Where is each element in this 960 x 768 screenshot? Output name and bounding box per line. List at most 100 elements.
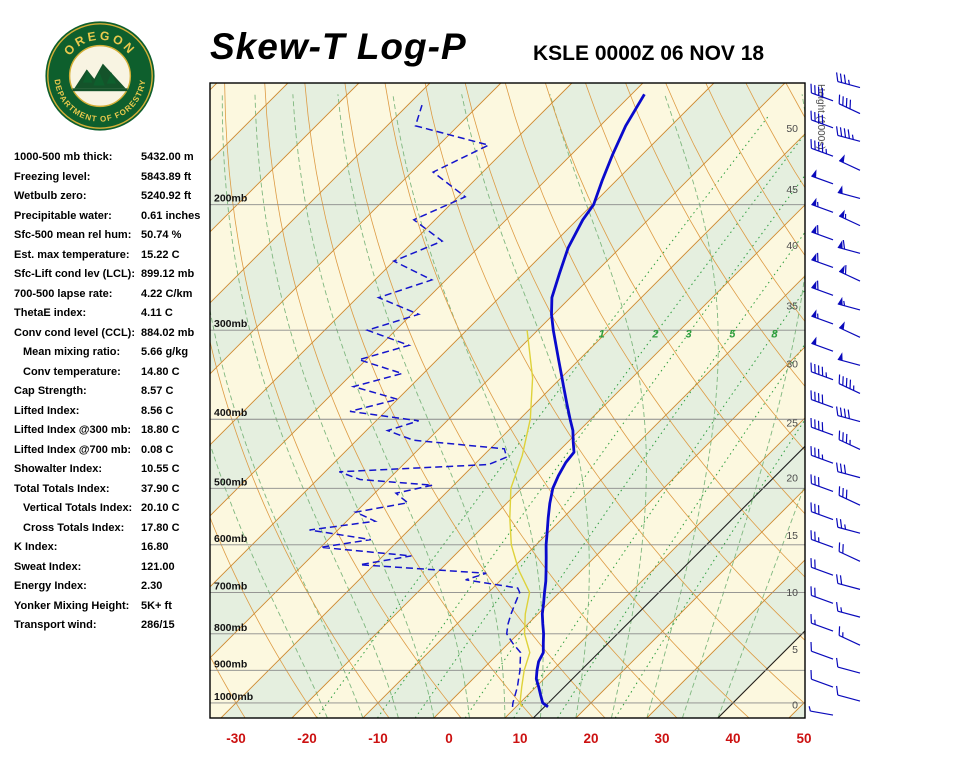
plot-area — [210, 83, 805, 718]
temp-tick-label: -30 — [226, 731, 246, 746]
index-value: 8.57 C — [141, 385, 174, 397]
wind-barb — [811, 280, 834, 296]
index-value: 4.11 C — [141, 307, 173, 319]
index-value: 4.22 C/km — [141, 287, 193, 300]
wind-barb — [810, 474, 834, 492]
pressure-label: 300mb — [214, 318, 247, 330]
height-axis-labels: 0 5 10 15 20 25 30 35 40 45 50 — [786, 123, 798, 712]
index-row: Cross Totals Index: 17.80 C — [14, 522, 219, 542]
index-row: Conv cond level (CCL): 884.02 mb — [14, 327, 219, 347]
wind-barb — [836, 601, 861, 618]
index-label: Sfc-500 mean rel hum: — [14, 229, 132, 241]
index-row: 1000-500 mb thick: 5432.00 m — [14, 151, 219, 171]
index-row: Total Totals Index: 37.90 C — [14, 483, 219, 503]
wind-barb — [837, 185, 861, 199]
wind-barb — [811, 225, 834, 241]
height-label: 30 — [786, 358, 798, 370]
height-label: 25 — [786, 417, 798, 429]
dry-adiabats — [210, 83, 805, 718]
index-row: K Index: 16.80 — [14, 541, 219, 561]
index-label: Freezing level: — [14, 170, 91, 183]
wind-barb — [810, 641, 834, 660]
index-value: 5432.00 m — [141, 151, 194, 163]
index-label: Est. max temperature: — [14, 248, 130, 261]
pressure-label: 1000mb — [214, 691, 253, 703]
wind-barb — [838, 542, 861, 562]
index-value: 899.12 mb — [141, 268, 195, 280]
index-label: Wetbulb zero: — [14, 190, 87, 202]
wind-barb — [836, 685, 861, 702]
index-label: Total Totals Index: — [14, 482, 110, 495]
index-row: Wetbulb zero: 5240.92 ft — [14, 190, 219, 210]
wind-barb — [810, 418, 834, 436]
index-value: 15.22 C — [141, 248, 180, 261]
index-value: 17.80 C — [141, 521, 180, 534]
index-value: 18.80 C — [141, 424, 180, 436]
wind-barb — [810, 614, 834, 632]
index-value: 16.80 — [141, 541, 169, 553]
index-row: Vertical Totals Index: 20.10 C — [14, 502, 219, 522]
wind-barb — [838, 154, 861, 171]
odf-logo: OREGON DEPARTMENT OF FORESTRY — [45, 21, 155, 131]
moist-adiabats — [210, 94, 805, 718]
index-value: 20.10 C — [141, 502, 180, 514]
index-label: Sweat Index: — [14, 560, 82, 573]
wetbulb-trace — [509, 330, 534, 708]
index-row: Est. max temperature: 15.22 C — [14, 249, 219, 269]
index-row: Transport wind: 286/15 — [14, 619, 219, 639]
height-label: 15 — [786, 530, 798, 542]
wind-barb — [838, 94, 861, 115]
index-row: Lifted Index: 8.56 C — [14, 405, 219, 425]
index-label: Conv temperature: — [23, 365, 121, 378]
index-row: Lifted Index @300 mb: 18.80 C — [14, 424, 219, 444]
wind-barb — [810, 390, 834, 408]
index-label: 1000-500 mb thick: — [14, 151, 113, 163]
index-value: 5K+ ft — [141, 599, 172, 612]
wind-barb — [811, 309, 834, 325]
height-label: 35 — [786, 300, 798, 312]
wind-barb — [836, 406, 861, 423]
index-value: 884.02 mb — [141, 326, 195, 339]
mixing-ratio-label: 2 — [651, 328, 658, 340]
wind-barb — [810, 446, 834, 464]
wind-barb — [836, 462, 861, 479]
temp-tick-label: 30 — [654, 731, 669, 746]
temp-tick-label: 50 — [796, 731, 811, 746]
pressure-label: 500mb — [214, 476, 247, 488]
index-row: Conv temperature: 14.80 C — [14, 366, 219, 386]
index-value: 5843.89 ft — [141, 170, 192, 183]
wind-barb — [838, 486, 861, 506]
index-value: 10.55 C — [141, 463, 180, 475]
index-row: ThetaE index: 4.11 C — [14, 307, 219, 327]
height-label: 50 — [786, 123, 798, 135]
wind-barb — [810, 669, 834, 688]
index-label: Cap Strength: — [14, 385, 87, 397]
index-row: Lifted Index @700 mb: 0.08 C — [14, 444, 219, 464]
index-label: Sfc-Lift cond lev (LCL): — [14, 268, 135, 280]
height-label: 45 — [786, 184, 798, 196]
index-label: Conv cond level (CCL): — [14, 326, 136, 339]
index-row: Energy Index: 2.30 — [14, 580, 219, 600]
wind-barb — [810, 530, 834, 548]
index-value: 37.90 C — [141, 482, 180, 495]
index-value: 5240.92 ft — [141, 190, 192, 202]
pressure-label: 900mb — [214, 658, 247, 670]
index-label: Energy Index: — [14, 580, 87, 592]
index-row: Precipitable water: 0.61 inches — [14, 210, 219, 230]
wind-barb — [808, 706, 834, 716]
temp-tick-label: 0 — [445, 731, 453, 746]
mixing-ratio-label: 3 — [686, 328, 692, 340]
index-label: Lifted Index @300 mb: — [14, 424, 132, 436]
temp-tick-label: 40 — [725, 731, 740, 746]
index-row: Showalter Index: 10.55 C — [14, 463, 219, 483]
temp-tick-label: -20 — [297, 731, 317, 746]
height-axis-title: Height (1000s) — [815, 84, 826, 150]
wind-barb — [811, 336, 834, 352]
pressure-label: 400mb — [214, 407, 247, 419]
mixing-ratio-label: 1 — [599, 328, 605, 340]
wind-barb-column — [808, 72, 861, 716]
index-row: Sweat Index: 121.00 — [14, 561, 219, 581]
pressure-label: 600mb — [214, 533, 247, 545]
wind-barb — [837, 352, 861, 366]
